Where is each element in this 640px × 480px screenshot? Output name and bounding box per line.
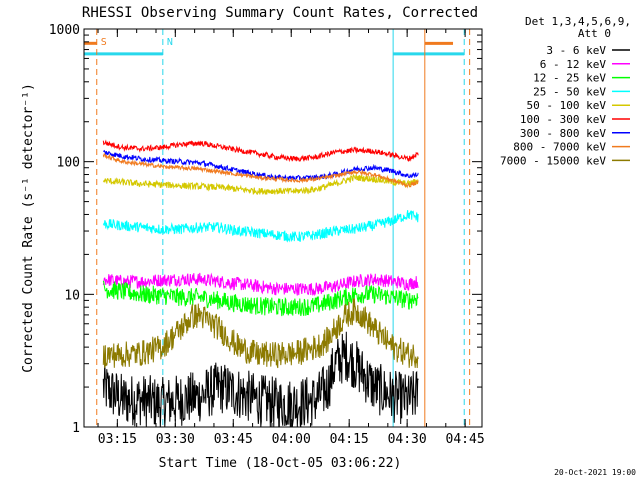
series-line-1 — [102, 272, 419, 297]
legend-label-4: 50 - 100 keV — [527, 99, 607, 112]
legend-header-line-2: Att 0 — [578, 27, 611, 40]
x-tick-label-5: 04:30 — [388, 432, 427, 447]
x-axis-ticks: 03:15 03:30 03:45 04:00 04:15 04:30 04:45 — [97, 29, 485, 447]
x-tick-label-3: 04:00 — [272, 432, 311, 447]
x-tick-label-0: 03:15 — [98, 432, 137, 447]
legend-label-7: 800 - 7000 keV — [513, 141, 606, 154]
series-lines — [102, 139, 419, 428]
x-tick-label-2: 03:45 — [214, 432, 253, 447]
x-tick-label-1: 03:30 — [156, 432, 195, 447]
legend-label-6: 300 - 800 keV — [520, 127, 606, 140]
series-line-8 — [102, 298, 419, 369]
legend-label-8: 7000 - 15000 keV — [500, 154, 606, 167]
y-tick-label-1: 10 — [64, 288, 80, 303]
x-axis-label: Start Time (18-Oct-05 03:06:22) — [159, 456, 402, 471]
series-line-3 — [102, 210, 419, 243]
chart-title: RHESSI Observing Summary Count Rates, Co… — [82, 5, 478, 21]
y-tick-label-3: 1000 — [49, 23, 80, 38]
series-line-5 — [102, 139, 419, 163]
legend-label-2: 12 - 25 keV — [533, 72, 606, 85]
legend-label-1: 6 - 12 keV — [540, 58, 607, 71]
series-line-6 — [102, 149, 419, 183]
y-tick-label-0: 1 — [72, 421, 80, 436]
x-tick-label-6: 04:45 — [446, 432, 485, 447]
marker-label-3: N — [167, 37, 173, 48]
legend-label-0: 3 - 6 keV — [546, 44, 606, 57]
legend-label-5: 100 - 300 keV — [520, 113, 606, 126]
plot-frame — [83, 28, 483, 428]
series-line-2 — [102, 280, 419, 317]
y-tick-label-2: 100 — [57, 156, 80, 171]
legend-header-line-1: Det 1,3,4,5,6,9, — [525, 15, 631, 28]
y-axis-ticks: 1 10 100 1000 — [49, 23, 482, 436]
series-line-4 — [102, 172, 419, 195]
series-line-7 — [102, 152, 419, 189]
footer-date: 20-Oct-2021 19:00 — [554, 468, 636, 477]
marker-label-0: S — [101, 37, 107, 48]
y-axis-label: Corrected Count Rate (s⁻¹ detector⁻¹) — [21, 83, 36, 373]
legend-label-3: 25 - 50 keV — [533, 85, 606, 98]
x-tick-label-4: 04:15 — [330, 432, 369, 447]
